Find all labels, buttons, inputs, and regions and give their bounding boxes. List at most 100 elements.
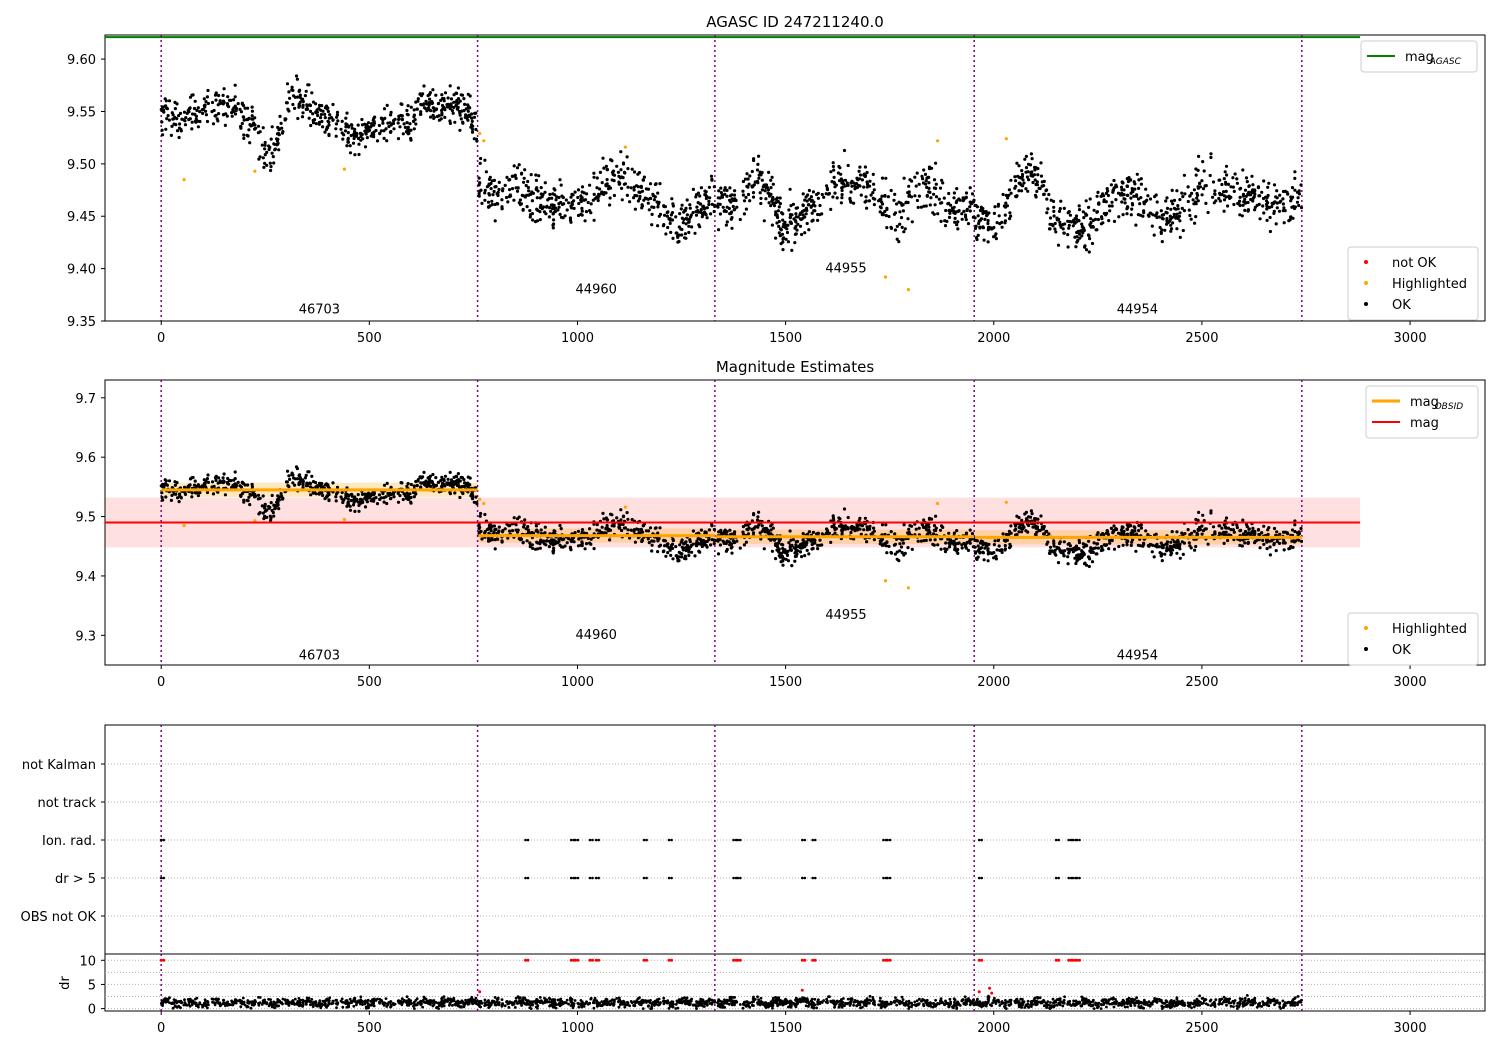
ok-point xyxy=(615,516,619,520)
ok-point xyxy=(188,95,193,99)
ok-point xyxy=(406,482,410,486)
ok-point xyxy=(1062,554,1066,558)
ok-point xyxy=(1129,196,1133,200)
ok-point xyxy=(385,501,389,506)
ok-point xyxy=(1102,533,1106,537)
ok-point xyxy=(625,510,629,515)
ok-point xyxy=(1066,547,1070,551)
ok-point xyxy=(182,485,187,489)
ok-point xyxy=(650,549,654,553)
ok-point xyxy=(840,193,844,197)
ok-point xyxy=(164,127,168,131)
ok-point xyxy=(1274,195,1278,199)
ok-point xyxy=(1160,216,1164,220)
ok-point xyxy=(986,547,990,551)
ok-point xyxy=(697,223,701,227)
ok-point xyxy=(852,201,856,205)
ok-point xyxy=(1260,531,1264,535)
ok-point xyxy=(687,224,691,228)
ok-point xyxy=(974,550,978,554)
ok-point xyxy=(787,541,791,545)
ok-point xyxy=(1169,223,1173,227)
ok-point xyxy=(1178,211,1182,215)
ok-point xyxy=(674,554,678,558)
ok-point xyxy=(273,147,277,151)
ok-point xyxy=(759,201,763,206)
ok-point xyxy=(1283,209,1287,213)
ok-point xyxy=(1017,181,1021,185)
ok-point xyxy=(214,474,218,478)
ok-point xyxy=(756,515,760,519)
ok-point xyxy=(696,191,701,195)
ok-point xyxy=(762,547,766,551)
ok-point xyxy=(357,509,361,513)
ok-point xyxy=(569,204,573,208)
ok-point xyxy=(977,219,981,223)
ok-point xyxy=(678,543,682,547)
ok-point xyxy=(404,496,409,500)
ok-point xyxy=(932,178,937,182)
ok-point xyxy=(1222,194,1226,198)
ok-point xyxy=(1189,217,1193,221)
ok-point xyxy=(656,224,660,228)
ok-point xyxy=(770,549,775,553)
ok-point xyxy=(777,224,781,228)
ok-point xyxy=(230,114,234,118)
ok-point xyxy=(656,191,660,195)
ok-point xyxy=(937,197,941,201)
ok-point xyxy=(216,119,220,123)
x-tick-label: 1000 xyxy=(561,675,594,690)
ok-point xyxy=(403,125,407,129)
ok-point xyxy=(368,128,372,132)
ok-point xyxy=(346,131,350,135)
ok-point xyxy=(1170,215,1174,220)
ok-point xyxy=(354,133,359,137)
ok-point xyxy=(379,129,383,133)
ok-point xyxy=(968,205,972,209)
ok-point xyxy=(382,136,386,140)
ok-point xyxy=(1146,533,1150,537)
ok-point xyxy=(741,525,746,529)
ok-point xyxy=(565,541,569,545)
ok-point xyxy=(1129,543,1133,548)
ok-point xyxy=(305,484,310,488)
ok-point xyxy=(1142,200,1146,204)
obsid-label: 44954 xyxy=(1117,648,1158,663)
ok-point xyxy=(793,241,797,245)
ok-point xyxy=(1288,546,1292,550)
ok-point xyxy=(921,523,925,527)
ok-point xyxy=(542,210,547,214)
ok-point xyxy=(436,480,440,484)
ok-point xyxy=(327,116,331,120)
ok-point xyxy=(646,201,650,205)
x-tick-label: 2500 xyxy=(1185,331,1218,346)
ok-point xyxy=(491,193,495,197)
ok-point xyxy=(580,209,584,213)
ok-point xyxy=(392,127,396,131)
ok-point xyxy=(1295,190,1300,194)
ok-point xyxy=(702,210,707,214)
ok-point xyxy=(1196,527,1200,532)
ok-point xyxy=(427,103,431,107)
ok-point xyxy=(1134,194,1139,198)
ok-point xyxy=(1090,241,1095,246)
ok-point xyxy=(349,492,353,496)
ok-point xyxy=(1198,185,1202,189)
ok-point xyxy=(196,494,200,498)
ok-point xyxy=(1082,551,1086,555)
ok-point xyxy=(1206,542,1210,546)
ok-point xyxy=(369,134,373,138)
ok-point xyxy=(1235,177,1239,181)
ok-point xyxy=(1238,543,1242,548)
ok-point xyxy=(285,101,289,105)
flag-point xyxy=(739,838,742,842)
ok-point xyxy=(1004,201,1008,205)
ok-point xyxy=(966,222,971,226)
ok-point xyxy=(1008,546,1012,550)
ok-point xyxy=(493,538,497,542)
ok-point xyxy=(528,213,533,217)
ok-point xyxy=(688,206,692,210)
ok-point xyxy=(625,193,630,197)
ok-point xyxy=(348,504,352,508)
ok-point xyxy=(650,212,654,216)
